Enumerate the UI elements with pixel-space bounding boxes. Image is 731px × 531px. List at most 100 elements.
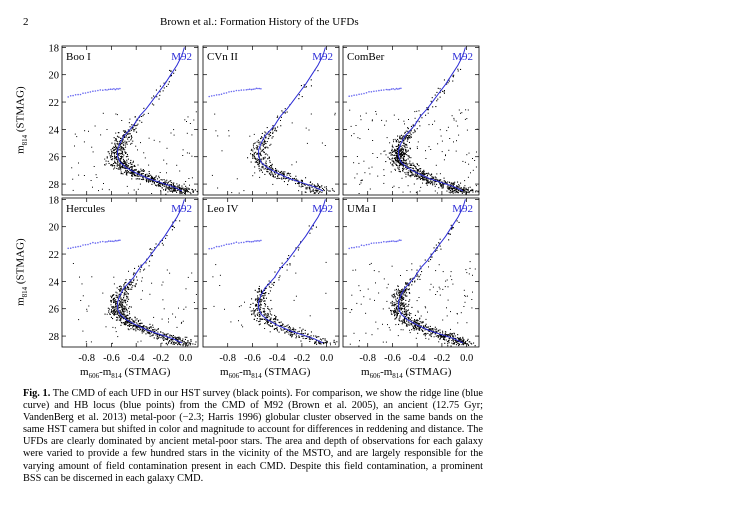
field-point [407, 138, 409, 139]
star-point [177, 185, 179, 187]
star-point [270, 132, 272, 134]
star-point [193, 190, 195, 192]
field-point [433, 336, 435, 338]
field-point [291, 164, 293, 166]
star-point [250, 161, 252, 163]
star-point [418, 171, 420, 173]
star-point [140, 264, 142, 266]
field-point [140, 298, 142, 300]
star-point [274, 328, 276, 330]
star-point [456, 188, 458, 190]
star-point [407, 134, 409, 136]
star-point [281, 110, 283, 112]
star-point [134, 272, 136, 274]
star-point [277, 170, 279, 172]
star-point [126, 295, 128, 297]
star-point [189, 342, 191, 344]
star-point [425, 182, 427, 184]
field-point [82, 330, 84, 332]
star-point [123, 310, 125, 312]
star-point [280, 329, 282, 331]
star-point [127, 325, 129, 327]
star-point [257, 145, 259, 147]
hb-point [67, 96, 69, 98]
field-point [173, 134, 175, 136]
x-tick-label: -0.4 [269, 353, 286, 364]
star-point [116, 165, 118, 167]
star-point [152, 180, 154, 182]
star-point [317, 183, 319, 185]
star-point [396, 153, 398, 155]
star-point [166, 183, 168, 185]
star-point [123, 148, 125, 150]
star-point [132, 328, 134, 330]
star-point [133, 173, 135, 175]
field-point [115, 113, 117, 115]
star-point [125, 163, 127, 165]
star-point [116, 152, 118, 154]
field-point [451, 333, 453, 335]
star-point [123, 142, 125, 144]
field-point [72, 263, 74, 264]
star-point [137, 326, 139, 328]
star-point [124, 144, 126, 146]
star-point [262, 150, 264, 152]
field-point [325, 292, 327, 294]
field-point [392, 186, 394, 188]
star-point [429, 328, 431, 330]
field-point [450, 271, 452, 273]
field-point [400, 153, 402, 155]
star-point [460, 340, 462, 342]
star-point [273, 176, 275, 178]
star-point [127, 155, 129, 157]
star-point [405, 314, 407, 316]
star-point [182, 340, 184, 342]
star-point [110, 158, 112, 160]
star-point [153, 332, 155, 334]
star-point [399, 153, 401, 155]
star-point [261, 295, 263, 297]
field-point [370, 262, 372, 264]
star-point [170, 70, 172, 72]
star-point [406, 154, 408, 156]
star-point [121, 316, 123, 318]
field-point [395, 169, 396, 171]
star-point [125, 293, 127, 295]
hb-point [67, 247, 69, 250]
star-point [157, 328, 159, 330]
star-point [454, 187, 456, 189]
star-point [401, 303, 403, 305]
star-point [446, 335, 448, 337]
field-point [360, 303, 362, 305]
star-point [427, 109, 429, 111]
star-point [276, 327, 278, 329]
star-point [307, 187, 309, 189]
star-point [271, 137, 273, 139]
star-point [285, 331, 287, 333]
star-point [257, 139, 259, 141]
star-point [119, 140, 121, 142]
star-point [269, 313, 271, 315]
star-point [400, 290, 402, 292]
star-point [429, 174, 431, 176]
star-point [165, 181, 167, 183]
star-point [394, 302, 396, 304]
hb-point [350, 246, 353, 249]
star-point [282, 323, 284, 325]
field-point [393, 297, 395, 299]
star-point [112, 164, 114, 166]
star-point [391, 157, 393, 159]
field-point [406, 270, 408, 271]
star-point [167, 83, 169, 85]
star-point [134, 316, 136, 318]
star-point [417, 320, 419, 322]
star-point [405, 303, 407, 305]
field-point [102, 292, 104, 294]
star-point [153, 337, 155, 339]
star-point [253, 318, 255, 320]
star-point [410, 136, 412, 138]
star-point [273, 282, 275, 284]
star-point [427, 182, 429, 184]
star-point [417, 332, 419, 334]
star-point [388, 152, 390, 154]
